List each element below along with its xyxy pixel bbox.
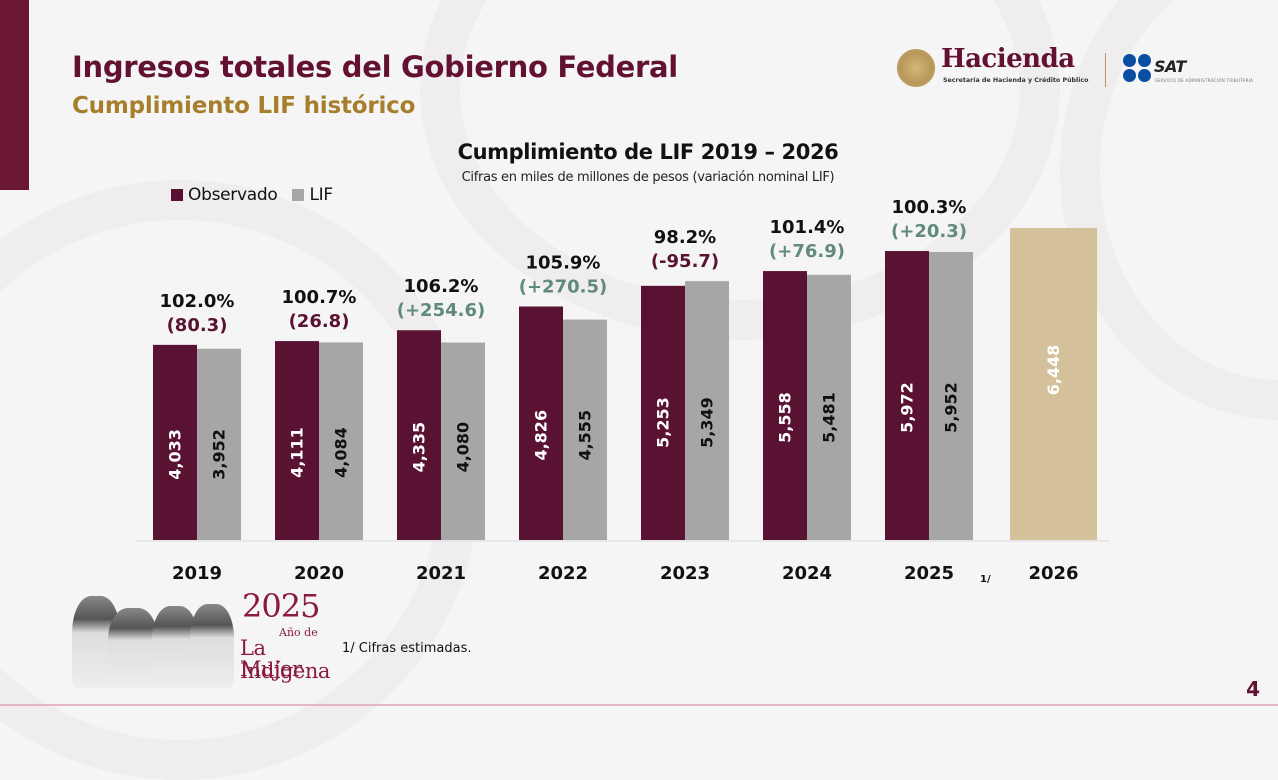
bar-observado-2024 [763, 271, 807, 540]
legend-swatch-lif [292, 189, 305, 201]
bar-value-label: 4,335 [410, 422, 429, 473]
banner-line1: La Mujer [240, 636, 302, 681]
chart-subtitle: Cifras en miles de millones de pesos (va… [461, 170, 835, 185]
x-tick-label: 2023 [660, 563, 710, 584]
bar-lif-2021 [441, 342, 485, 540]
bar-observado-2019 [153, 344, 197, 540]
bar-observado-2023 [641, 285, 685, 540]
compliance-pct-label: 102.0% [160, 291, 235, 312]
variation-label: (+270.5) [519, 276, 607, 297]
mexico-seal-icon [897, 49, 935, 87]
bar-chart: 4,033 3,952 102.0% (80.3) 2019 4,111 4,084 100.… [135, 197, 1110, 584]
x-tick-label: 2021 [416, 563, 466, 584]
footnote-mark: 1/ [980, 574, 991, 585]
bar-lif-2020 [319, 342, 363, 540]
bar-value-label: 4,033 [166, 429, 185, 480]
compliance-pct-label: 98.2% [654, 227, 716, 248]
legend-item-observado: Observado [171, 185, 278, 205]
bar-observado-2022 [519, 306, 563, 540]
variation-label: (+76.9) [769, 241, 845, 262]
bar-value-label: 5,972 [898, 382, 917, 433]
bar-estimado-2026 [1010, 228, 1097, 540]
x-tick-label: 2024 [782, 563, 832, 584]
variation-label: (+20.3) [891, 221, 967, 242]
bar-value-label: 4,084 [332, 427, 351, 478]
footnote: 1/ Cifras estimadas. [342, 641, 472, 656]
banner-line2: Indígena [240, 659, 330, 683]
chart-legend: Observado LIF [171, 185, 348, 205]
x-tick-label: 2020 [294, 563, 344, 584]
compliance-pct-label: 106.2% [404, 276, 479, 297]
compliance-pct-label: 100.3% [892, 197, 967, 218]
x-tick-label: 2022 [538, 563, 588, 584]
page-number: 4 [1246, 677, 1260, 701]
legend-label-lif: LIF [309, 185, 333, 205]
legend-swatch-observado [171, 189, 183, 201]
banner-year: 2025 [242, 587, 320, 625]
hacienda-logo-text: Hacienda [941, 44, 1075, 74]
mujer-indigena-banner: 2025 Año de La Mujer Indígena [72, 584, 332, 688]
page-subtitle: Cumplimiento LIF histórico [72, 93, 416, 119]
x-tick-label: 2025 [904, 563, 954, 584]
banner-ano: Año de [279, 626, 318, 639]
sat-logo-subtitle: SERVICIO DE ADMINISTRACIÓN TRIBUTARIA [1155, 78, 1254, 83]
bar-value-label: 4,826 [532, 410, 551, 461]
page-title: Ingresos totales del Gobierno Federal [72, 50, 678, 84]
bar-lif-2025 [929, 252, 973, 540]
bar-lif-2019 [197, 348, 241, 540]
compliance-pct-label: 101.4% [770, 217, 845, 238]
bar-observado-2020 [275, 341, 319, 540]
bar-value-label: 5,952 [942, 382, 961, 433]
bar-value-label: 3,952 [210, 429, 229, 480]
bar-value-label: 5,481 [820, 392, 839, 443]
bar-lif-2022 [563, 319, 607, 540]
accent-bar [0, 0, 29, 190]
bar-observado-2021 [397, 330, 441, 540]
logo-divider [1105, 53, 1106, 87]
compliance-pct-label: 100.7% [282, 287, 357, 308]
bar-value-label: 5,253 [654, 397, 673, 448]
bar-lif-2023 [685, 281, 729, 540]
bar-value-label: 5,558 [776, 392, 795, 443]
bar-value-label: 5,349 [698, 397, 717, 448]
bar-value-label: 4,080 [454, 422, 473, 473]
variation-label: (26.8) [289, 311, 350, 332]
chart-title: Cumplimiento de LIF 2019 – 2026 [457, 140, 839, 164]
bottom-border [0, 704, 1278, 706]
variation-label: (80.3) [167, 315, 228, 336]
indigenous-women-illustration [72, 584, 237, 688]
bar-value-label: 4,111 [288, 427, 307, 478]
legend-item-lif: LIF [292, 185, 333, 205]
bar-value-label: 4,555 [576, 410, 595, 461]
sat-dots-icon [1123, 54, 1151, 82]
x-tick-label: 2019 [172, 563, 222, 584]
legend-label-observado: Observado [188, 185, 278, 205]
sat-logo-text: SAT [1154, 57, 1186, 76]
hacienda-logo-subtitle: Secretaría de Hacienda y Crédito Público [943, 77, 1089, 84]
variation-label: (+254.6) [397, 300, 485, 321]
compliance-pct-label: 105.9% [526, 252, 601, 273]
variation-label: (-95.7) [651, 251, 719, 272]
bar-lif-2024 [807, 274, 851, 540]
bar-value-label: 6,448 [1044, 345, 1063, 396]
bar-observado-2025 [885, 251, 929, 540]
x-tick-label: 2026 [1028, 563, 1078, 584]
